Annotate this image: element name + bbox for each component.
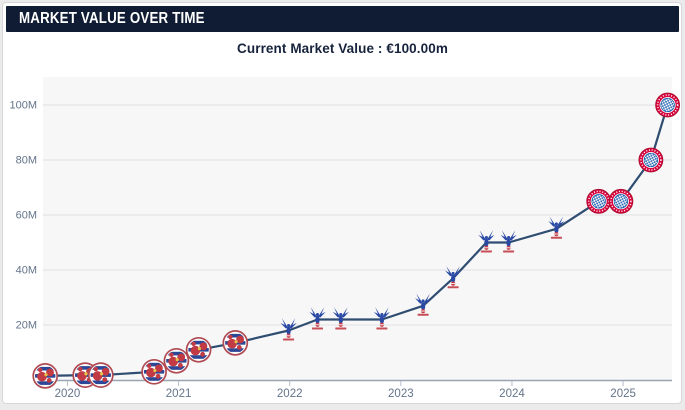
data-point-markers [32,92,680,389]
data-point-bayern-munich-crest[interactable] [586,188,612,214]
header-title: MARKET VALUE OVER TIME [19,10,205,27]
data-point-reading-crest[interactable] [185,336,212,363]
plot-area [43,77,672,380]
data-point-crystal-palace-crest[interactable] [373,307,390,330]
y-axis-labels: 20M 40M 60M 80M 100M [9,100,37,332]
svg-text:2021: 2021 [166,388,192,400]
gridlines [43,104,672,326]
svg-text:60M: 60M [16,210,37,222]
data-point-crystal-palace-crest[interactable] [478,230,495,253]
svg-text:40M: 40M [16,265,37,277]
data-point-crystal-palace-crest[interactable] [548,216,565,239]
data-point-crystal-palace-crest[interactable] [280,318,297,341]
svg-text:2025: 2025 [610,388,636,400]
data-point-crystal-palace-crest[interactable] [500,230,517,253]
data-point-reading-crest[interactable] [163,347,190,374]
svg-text:80M: 80M [16,155,37,167]
svg-text:2023: 2023 [388,388,414,400]
x-axis: 2020 2021 2022 2023 2024 2025 [43,379,672,400]
svg-text:2024: 2024 [499,388,525,400]
data-point-reading-crest[interactable] [87,362,114,388]
data-point-crystal-palace-crest[interactable] [445,265,462,289]
svg-text:20M: 20M [16,320,37,332]
data-point-crystal-palace-crest[interactable] [332,307,349,330]
data-point-reading-crest[interactable] [141,358,167,385]
data-point-reading-crest[interactable] [222,330,249,356]
svg-text:2022: 2022 [277,388,303,400]
data-point-bayern-munich-crest[interactable] [608,188,634,214]
svg-text:2020: 2020 [55,388,81,400]
data-point-crystal-palace-crest[interactable] [309,307,326,330]
data-point-crystal-palace-crest[interactable] [415,293,432,316]
data-point-bayern-munich-crest[interactable] [638,147,664,173]
svg-text:100M: 100M [9,100,37,112]
header-bar: MARKET VALUE OVER TIME [6,6,679,32]
current-market-value-label: Current Market Value : €100.00m [237,41,448,56]
data-point-reading-crest[interactable] [32,363,59,389]
data-point-bayern-munich-crest[interactable] [655,92,680,118]
